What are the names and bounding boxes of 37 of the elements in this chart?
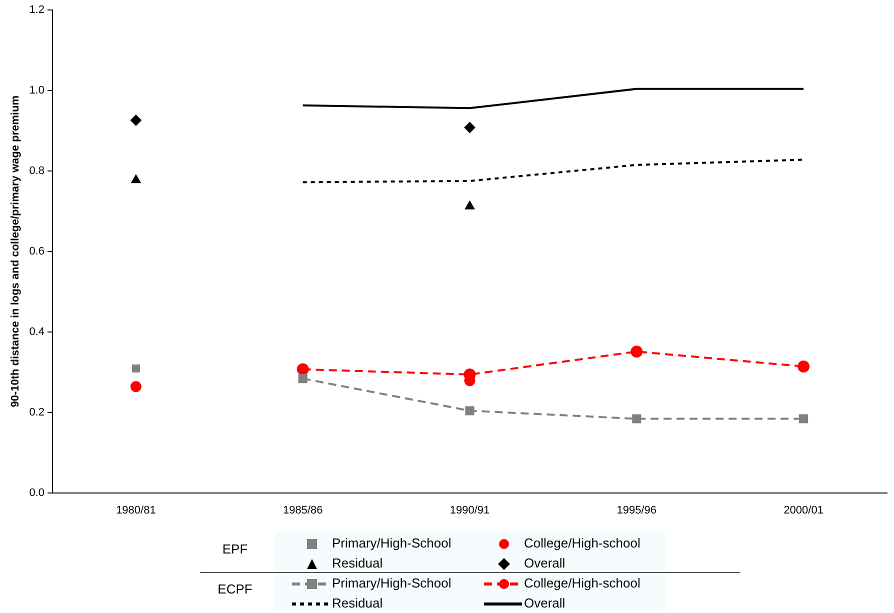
point xyxy=(131,174,141,184)
x-tick-label: 1980/81 xyxy=(116,504,156,516)
y-tick-label: 1.2 xyxy=(29,4,44,16)
text: EPF xyxy=(222,542,248,557)
point xyxy=(630,346,643,358)
legend-label: Overall xyxy=(524,596,566,611)
legend-label: Residual xyxy=(332,556,383,571)
y-tick-label: 0.4 xyxy=(29,326,44,338)
x-tick-label: 1990/91 xyxy=(450,504,490,516)
point xyxy=(132,364,140,373)
legend-label: Residual xyxy=(332,596,383,611)
point xyxy=(298,374,308,384)
y-tick-label: 1.0 xyxy=(29,84,44,96)
line-series xyxy=(302,158,805,184)
legend-label: Overall xyxy=(524,556,566,571)
x-tick-label: 1995/96 xyxy=(616,504,657,516)
point xyxy=(464,200,475,210)
text: ECPF xyxy=(218,582,252,597)
y-tick-label: 0.0 xyxy=(29,486,44,499)
point xyxy=(130,114,142,126)
y-tick-label: 0.6 xyxy=(29,245,44,258)
y-axis-title: 90-10th distance in logs and college/primary wage premium xyxy=(10,95,22,408)
legend-label: Primary/High-School xyxy=(332,536,452,551)
point xyxy=(632,414,642,424)
legend-label: Primary/High-School xyxy=(332,576,452,591)
y-tick-label: 0.2 xyxy=(29,406,44,418)
legend-label: College/High-school xyxy=(524,576,640,591)
point xyxy=(465,406,474,416)
point xyxy=(799,414,808,424)
y-tick-label: 0.8 xyxy=(29,164,44,177)
point xyxy=(296,363,309,376)
x-tick-label: 2000/01 xyxy=(784,504,824,516)
point xyxy=(464,122,476,133)
legend-label: College/High-school xyxy=(524,536,640,551)
point xyxy=(798,360,810,372)
x-tick-label: 1985/86 xyxy=(282,504,323,516)
point xyxy=(130,381,142,392)
